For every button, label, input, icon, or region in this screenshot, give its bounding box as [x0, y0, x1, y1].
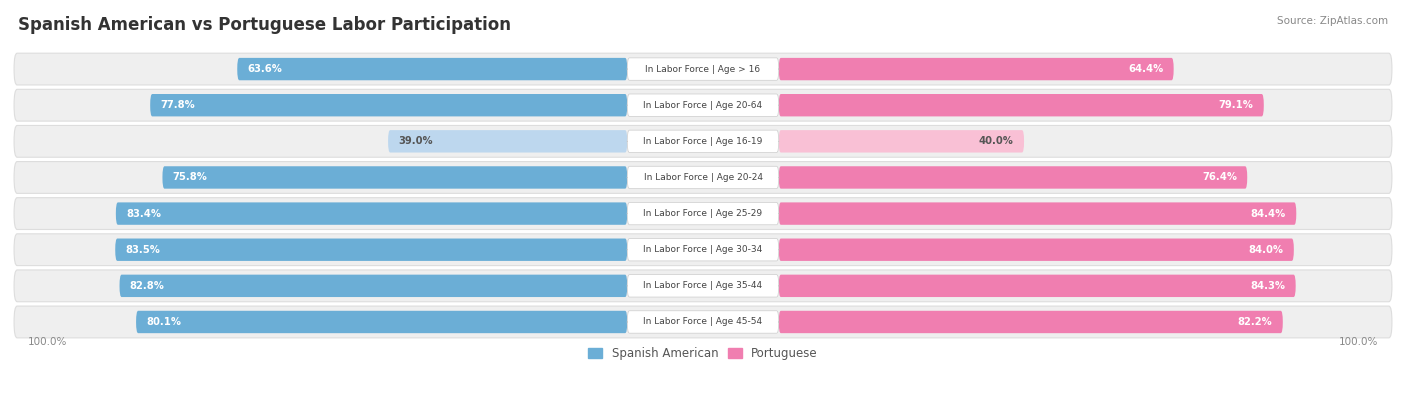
Text: 100.0%: 100.0% [28, 337, 67, 347]
Text: 75.8%: 75.8% [173, 173, 208, 182]
Text: 77.8%: 77.8% [160, 100, 195, 110]
FancyBboxPatch shape [14, 270, 1392, 302]
FancyBboxPatch shape [14, 162, 1392, 194]
Text: In Labor Force | Age 16-19: In Labor Force | Age 16-19 [644, 137, 762, 146]
FancyBboxPatch shape [627, 239, 779, 261]
Text: 80.1%: 80.1% [146, 317, 181, 327]
Text: In Labor Force | Age 35-44: In Labor Force | Age 35-44 [644, 281, 762, 290]
FancyBboxPatch shape [14, 234, 1392, 265]
Text: 39.0%: 39.0% [398, 136, 433, 146]
FancyBboxPatch shape [627, 202, 779, 225]
FancyBboxPatch shape [627, 94, 779, 117]
Text: 83.5%: 83.5% [125, 245, 160, 255]
FancyBboxPatch shape [779, 166, 1247, 189]
Text: Source: ZipAtlas.com: Source: ZipAtlas.com [1277, 16, 1388, 26]
FancyBboxPatch shape [779, 275, 1296, 297]
Text: In Labor Force | Age 45-54: In Labor Force | Age 45-54 [644, 318, 762, 327]
Text: 82.8%: 82.8% [129, 281, 165, 291]
FancyBboxPatch shape [115, 239, 627, 261]
Text: In Labor Force | Age 25-29: In Labor Force | Age 25-29 [644, 209, 762, 218]
Legend: Spanish American, Portuguese: Spanish American, Portuguese [583, 342, 823, 365]
Text: In Labor Force | Age 30-34: In Labor Force | Age 30-34 [644, 245, 762, 254]
FancyBboxPatch shape [14, 53, 1392, 85]
Text: Spanish American vs Portuguese Labor Participation: Spanish American vs Portuguese Labor Par… [18, 16, 512, 34]
FancyBboxPatch shape [163, 166, 627, 189]
FancyBboxPatch shape [14, 198, 1392, 229]
FancyBboxPatch shape [14, 306, 1392, 338]
FancyBboxPatch shape [627, 58, 779, 80]
FancyBboxPatch shape [388, 130, 627, 152]
Text: 40.0%: 40.0% [979, 136, 1014, 146]
FancyBboxPatch shape [627, 166, 779, 189]
FancyBboxPatch shape [627, 311, 779, 333]
Text: In Labor Force | Age 20-64: In Labor Force | Age 20-64 [644, 101, 762, 110]
FancyBboxPatch shape [150, 94, 627, 117]
Text: In Labor Force | Age > 16: In Labor Force | Age > 16 [645, 64, 761, 73]
FancyBboxPatch shape [779, 130, 1024, 152]
FancyBboxPatch shape [779, 311, 1282, 333]
FancyBboxPatch shape [115, 202, 627, 225]
FancyBboxPatch shape [238, 58, 627, 80]
Text: 84.0%: 84.0% [1249, 245, 1284, 255]
Text: 84.4%: 84.4% [1251, 209, 1286, 218]
FancyBboxPatch shape [136, 311, 627, 333]
FancyBboxPatch shape [627, 130, 779, 152]
FancyBboxPatch shape [779, 58, 1174, 80]
FancyBboxPatch shape [779, 239, 1294, 261]
Text: 63.6%: 63.6% [247, 64, 283, 74]
Text: 82.2%: 82.2% [1237, 317, 1272, 327]
FancyBboxPatch shape [779, 94, 1264, 117]
FancyBboxPatch shape [120, 275, 627, 297]
FancyBboxPatch shape [627, 275, 779, 297]
FancyBboxPatch shape [14, 89, 1392, 121]
Text: 84.3%: 84.3% [1250, 281, 1285, 291]
Text: 79.1%: 79.1% [1219, 100, 1254, 110]
Text: 100.0%: 100.0% [1339, 337, 1378, 347]
FancyBboxPatch shape [14, 126, 1392, 157]
Text: In Labor Force | Age 20-24: In Labor Force | Age 20-24 [644, 173, 762, 182]
FancyBboxPatch shape [779, 202, 1296, 225]
Text: 83.4%: 83.4% [127, 209, 162, 218]
Text: 76.4%: 76.4% [1202, 173, 1237, 182]
Text: 64.4%: 64.4% [1128, 64, 1163, 74]
